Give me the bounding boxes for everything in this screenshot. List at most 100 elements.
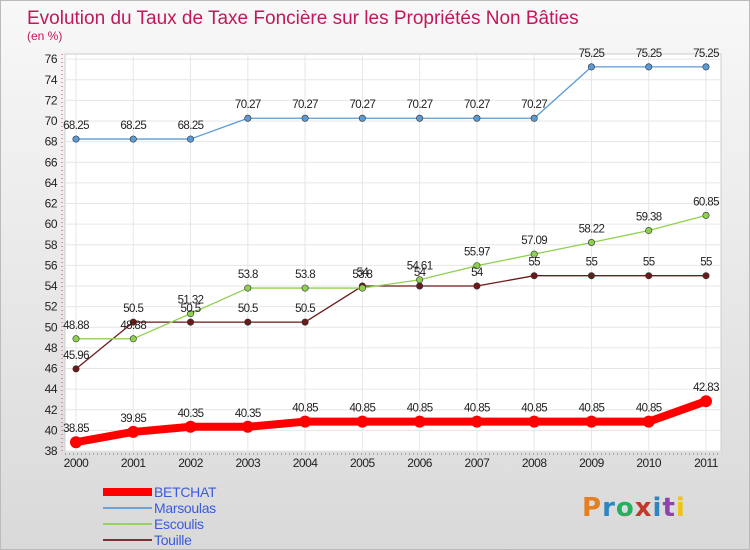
data-label: 58.22 xyxy=(579,223,605,235)
data-point xyxy=(129,318,137,326)
series-line xyxy=(72,397,710,447)
legend-entry-label: Marsoulas xyxy=(154,500,216,516)
data-point xyxy=(244,318,252,326)
data-point xyxy=(187,135,195,143)
data-label: 45.96 xyxy=(63,350,89,362)
y-tick-label: 72 xyxy=(45,93,58,107)
series-line xyxy=(75,275,707,370)
y-tick-label: 54 xyxy=(45,279,58,293)
grid-lines xyxy=(65,54,721,452)
data-label: 40.85 xyxy=(464,403,490,415)
data-point xyxy=(587,272,595,280)
data-point xyxy=(473,282,481,290)
data-point xyxy=(700,395,712,408)
data-point xyxy=(587,63,595,71)
brand-logo: Proxiti xyxy=(582,493,686,523)
x-tick-label: 2002 xyxy=(178,456,204,470)
data-point xyxy=(530,272,538,280)
x-tick-label: 2006 xyxy=(407,456,433,470)
data-point xyxy=(702,211,710,219)
data-point xyxy=(72,365,80,373)
chart-subtitle: (en %) xyxy=(27,29,62,43)
x-tick-label: 2004 xyxy=(293,456,319,470)
data-point xyxy=(241,420,254,433)
series-betchat xyxy=(70,395,712,449)
data-point xyxy=(187,318,195,326)
data-point xyxy=(356,415,369,428)
data-label: 48.88 xyxy=(120,320,146,332)
data-label: 68.25 xyxy=(63,120,89,132)
data-point xyxy=(184,420,197,433)
data-labels: 38.85 39.85 40.35 40.35 40.85 40.85 40.85 40.85… xyxy=(63,48,720,435)
data-label: 70.27 xyxy=(235,99,261,111)
data-label: 55 xyxy=(700,257,712,269)
data-label: 75.25 xyxy=(636,48,662,60)
data-label: 40.85 xyxy=(521,403,547,415)
data-label: 57.09 xyxy=(521,235,547,247)
data-label: 54 xyxy=(471,267,484,279)
data-label: 50.5 xyxy=(295,303,315,315)
y-tick-label: 38 xyxy=(45,444,58,458)
legend-entry-label: BETCHAT xyxy=(154,484,217,500)
data-label: 55.97 xyxy=(464,247,490,259)
y-tick-label: 68 xyxy=(45,135,58,149)
data-point xyxy=(129,335,137,343)
legend-entry-label: Escoulis xyxy=(154,516,204,532)
data-point xyxy=(528,415,541,428)
y-tick-label: 46 xyxy=(45,362,58,376)
data-label: 68.25 xyxy=(178,120,204,132)
data-point xyxy=(470,415,483,428)
data-point xyxy=(585,415,598,428)
data-point xyxy=(72,135,80,143)
data-point xyxy=(301,284,309,292)
data-point xyxy=(187,310,195,318)
data-label: 54 xyxy=(414,267,427,279)
data-point xyxy=(530,114,538,122)
series-escoulis xyxy=(72,211,710,343)
series-marsoulas xyxy=(72,63,710,143)
data-label: 40.85 xyxy=(579,403,605,415)
data-label: 40.85 xyxy=(636,403,662,415)
x-axis-ticks: 2000 2001 2002 2003 2004 2005 2006 2007 2008 2009… xyxy=(64,456,720,470)
data-label: 60.85 xyxy=(693,196,719,208)
data-point xyxy=(72,335,80,343)
series-line xyxy=(75,214,707,340)
data-point xyxy=(473,262,481,270)
data-label: 39.85 xyxy=(120,413,146,425)
brand-letter: o xyxy=(616,493,635,523)
y-tick-label: 66 xyxy=(45,155,58,169)
data-label: 40.85 xyxy=(292,403,318,415)
data-label: 68.25 xyxy=(120,120,146,132)
data-label: 40.85 xyxy=(349,403,375,415)
data-label: 48.88 xyxy=(63,320,89,332)
y-tick-label: 76 xyxy=(45,52,58,66)
plot-background xyxy=(64,53,722,452)
data-label: 51.32 xyxy=(178,295,204,307)
data-point xyxy=(702,272,710,280)
data-point xyxy=(645,63,653,71)
data-label: 70.27 xyxy=(349,99,375,111)
x-tick-label: 2010 xyxy=(636,456,662,470)
brand-logo-text: Proxiti xyxy=(582,493,686,523)
data-label: 59.38 xyxy=(636,212,662,224)
data-point xyxy=(645,227,653,235)
data-label: 53.8 xyxy=(352,269,372,281)
brand-letter: i xyxy=(653,493,663,523)
y-tick-label: 60 xyxy=(45,217,58,231)
data-label: 75.25 xyxy=(693,48,719,60)
data-point xyxy=(244,114,252,122)
data-point xyxy=(299,415,312,428)
data-point xyxy=(358,284,366,292)
brand-letter: t xyxy=(662,493,675,523)
x-tick-label: 2009 xyxy=(579,456,605,470)
data-label: 42.83 xyxy=(693,382,719,394)
y-tick-label: 52 xyxy=(45,300,58,314)
data-label: 40.35 xyxy=(178,408,204,420)
data-point xyxy=(416,282,424,290)
data-label: 54.61 xyxy=(407,261,433,273)
brand-letter: i xyxy=(676,493,686,523)
y-tick-label: 64 xyxy=(45,176,58,190)
legend-entry-label: Touille xyxy=(154,532,192,548)
y-tick-label: 48 xyxy=(45,341,58,355)
